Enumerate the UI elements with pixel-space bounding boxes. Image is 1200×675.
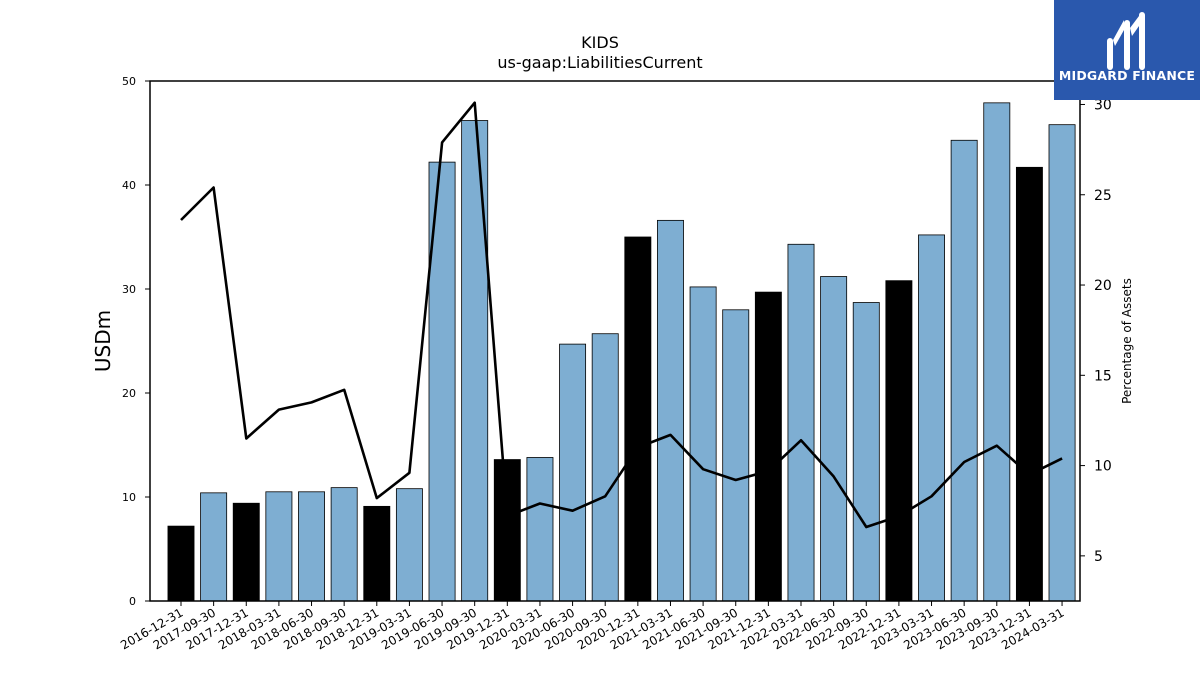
bar bbox=[330, 487, 358, 602]
bar bbox=[526, 457, 554, 602]
logo-text: MIDGARD FINANCE bbox=[1058, 68, 1196, 83]
y2-tick-label: 5 bbox=[1094, 549, 1103, 565]
y-tick-label: 0 bbox=[129, 595, 136, 608]
bar bbox=[298, 491, 325, 602]
bar bbox=[265, 491, 293, 602]
bar bbox=[363, 505, 391, 602]
bar bbox=[852, 302, 880, 602]
bar bbox=[885, 280, 913, 602]
y-tick-label: 50 bbox=[122, 75, 136, 88]
bar bbox=[983, 102, 1011, 602]
y-tick-label: 30 bbox=[122, 283, 136, 296]
y-tick-label: 20 bbox=[122, 387, 136, 400]
bar bbox=[493, 459, 521, 602]
y2-tick-label: 15 bbox=[1094, 368, 1112, 384]
y2-axis-label: Percentage of Assets bbox=[1120, 278, 1134, 404]
bar bbox=[591, 333, 619, 602]
bar bbox=[200, 492, 228, 602]
y2-tick-label: 30 bbox=[1094, 97, 1112, 113]
bar bbox=[1015, 166, 1043, 602]
brand-logo: MIDGARD FINANCE bbox=[1054, 0, 1200, 100]
y2-tick-label: 20 bbox=[1094, 278, 1112, 294]
percentage-line bbox=[180, 101, 1063, 529]
logo-mark-icon bbox=[1107, 12, 1145, 70]
bar bbox=[395, 488, 423, 602]
bar bbox=[167, 525, 195, 602]
bar bbox=[754, 291, 782, 602]
y-tick-label: 10 bbox=[122, 491, 136, 504]
chart-subtitle: us-gaap:LiabilitiesCurrent bbox=[497, 53, 703, 72]
bar bbox=[689, 286, 717, 602]
bar bbox=[918, 234, 945, 602]
plot-frame bbox=[149, 80, 1081, 602]
bar bbox=[722, 309, 750, 602]
y-tick-label: 40 bbox=[122, 179, 136, 192]
bar bbox=[232, 502, 260, 602]
y-axis-label: USDm bbox=[91, 310, 115, 372]
chart-title: KIDS bbox=[581, 33, 619, 52]
bar bbox=[624, 236, 652, 602]
bar bbox=[820, 276, 848, 602]
bar bbox=[950, 139, 978, 602]
bar bbox=[559, 343, 587, 602]
bar bbox=[657, 219, 684, 602]
y2-tick-label: 25 bbox=[1094, 188, 1112, 204]
y2-tick-label: 10 bbox=[1094, 459, 1112, 475]
bar bbox=[461, 120, 489, 602]
bar bbox=[787, 243, 815, 602]
bar bbox=[1048, 124, 1076, 602]
